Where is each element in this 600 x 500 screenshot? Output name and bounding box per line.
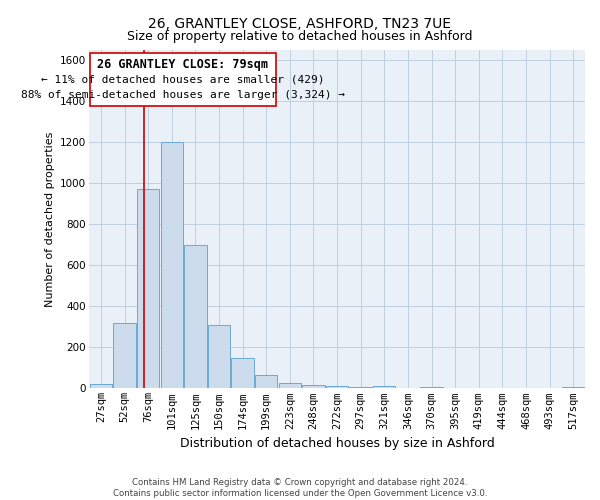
Text: Contains HM Land Registry data © Crown copyright and database right 2024.
Contai: Contains HM Land Registry data © Crown c… [113,478,487,498]
Bar [89,384,112,388]
Bar [161,142,183,388]
X-axis label: Distribution of detached houses by size in Ashford: Distribution of detached houses by size … [179,437,494,450]
FancyBboxPatch shape [89,53,276,106]
Bar [373,386,395,388]
Bar [113,323,136,388]
Y-axis label: Number of detached properties: Number of detached properties [44,132,55,307]
Bar [232,358,254,388]
Bar [255,375,277,388]
Bar [302,386,325,388]
Text: 26, GRANTLEY CLOSE, ASHFORD, TN23 7UE: 26, GRANTLEY CLOSE, ASHFORD, TN23 7UE [149,18,452,32]
Text: ← 11% of detached houses are smaller (429): ← 11% of detached houses are smaller (42… [41,74,325,85]
Text: Size of property relative to detached houses in Ashford: Size of property relative to detached ho… [127,30,473,43]
Bar [208,325,230,388]
Text: 26 GRANTLEY CLOSE: 79sqm: 26 GRANTLEY CLOSE: 79sqm [97,58,268,71]
Bar [184,245,206,388]
Bar [137,190,160,388]
Bar [326,386,348,388]
Bar [278,384,301,388]
Text: 88% of semi-detached houses are larger (3,324) →: 88% of semi-detached houses are larger (… [21,90,345,100]
